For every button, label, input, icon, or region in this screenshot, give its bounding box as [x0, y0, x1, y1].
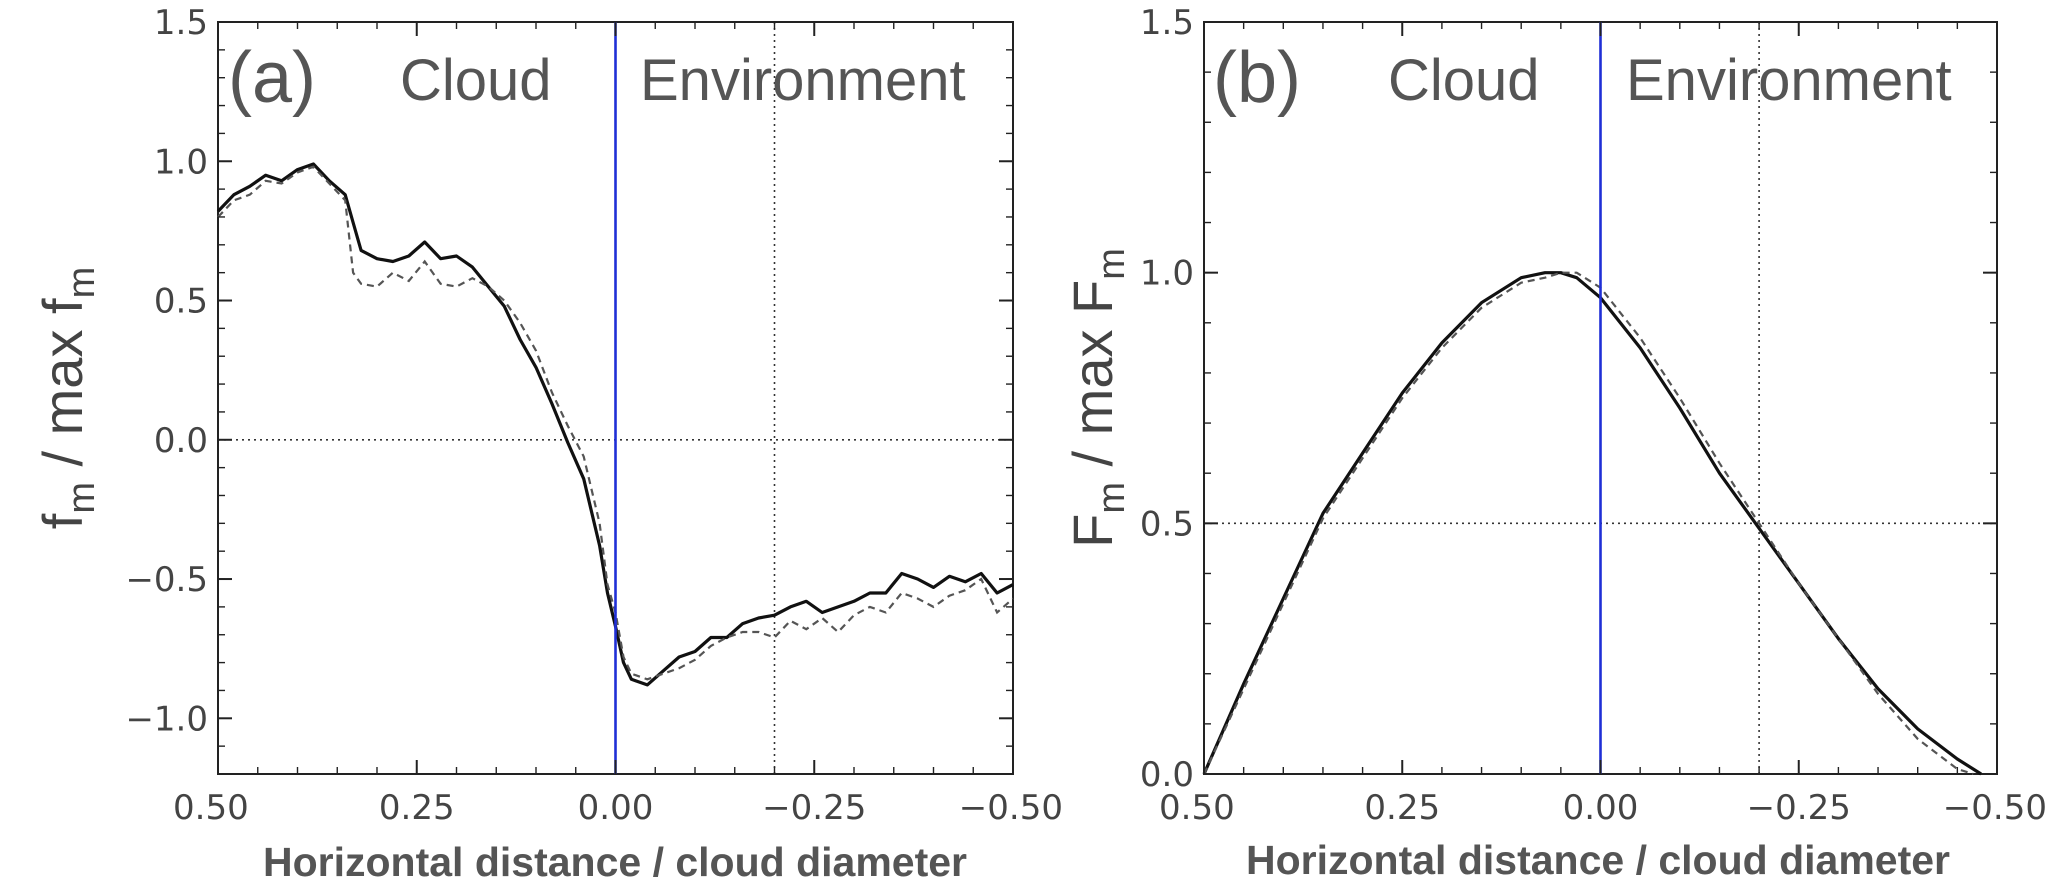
y-axis-label-a-mid: / max f — [31, 298, 94, 482]
y-tick-label-b: 0.5 — [1140, 504, 1194, 544]
series-line-solid-b — [1202, 271, 1982, 776]
region-label-cloud-b: Cloud — [1388, 48, 1540, 113]
plot-area-a: −1.0 −0.5 0.0 0.5 1.0 1.5 0.50 0.25 0.00 −0.25 −0.… — [125, 3, 1063, 828]
x-tick-label-a: 0.25 — [379, 788, 455, 828]
x-tick-label-b: 0.00 — [1563, 788, 1639, 828]
y-tick-label-a: 1.5 — [154, 3, 208, 43]
y-tick-label-b: 0.0 — [1140, 755, 1194, 795]
x-tick-label-b: 0.25 — [1364, 788, 1440, 828]
series-line-dashed-b — [1203, 271, 1974, 776]
x-tick-label-a: −0.50 — [959, 788, 1063, 828]
panel-a: −1.0 −0.5 0.0 0.5 1.0 1.5 0.50 0.25 0.00 −0.25 −0.… — [31, 3, 1063, 885]
y-tick-label-a: 0.5 — [154, 282, 208, 322]
x-axis-label-a: Horizontal distance / cloud diameter — [263, 839, 967, 885]
series-line-solid-a — [216, 162, 1014, 687]
panel-b: 0.0 0.5 1.0 1.5 0.50 0.25 0.00 −0.25 −0.50 (b) C… — [1061, 3, 2047, 883]
panel-label-b: (b) — [1213, 38, 1301, 118]
y-axis-label-a-main: f — [31, 513, 94, 529]
y-axis-label-b-sub2: m — [1091, 248, 1133, 280]
y-tick-label-a: −0.5 — [125, 560, 208, 600]
region-label-environment-b: Environment — [1626, 48, 1952, 113]
x-tick-label-a: 0.50 — [173, 788, 249, 828]
y-axis-label-b-sub: m — [1091, 482, 1133, 514]
y-axis-label-a-sub: m — [61, 482, 103, 514]
y-tick-label-a: −1.0 — [125, 699, 208, 739]
y-tick-label-a: 1.0 — [154, 142, 208, 182]
y-tick-label-a: 0.0 — [154, 421, 208, 461]
y-axis-label-a: fm / max fm — [31, 267, 103, 529]
y-tick-label-b: 1.0 — [1140, 254, 1194, 294]
region-label-environment-a: Environment — [640, 48, 966, 113]
y-axis-label-a-sub2: m — [61, 267, 103, 299]
x-axis-label-b: Horizontal distance / cloud diameter — [1246, 837, 1950, 883]
y-axis-label-b-mid: / max F — [1061, 280, 1124, 482]
series-line-dashed-a — [217, 165, 1014, 681]
x-tick-label-b: 0.50 — [1159, 788, 1235, 828]
x-tick-label-a: −0.25 — [762, 788, 866, 828]
y-tick-label-b: 1.5 — [1140, 3, 1194, 43]
region-label-cloud-a: Cloud — [400, 48, 552, 113]
x-tick-label-b: −0.25 — [1747, 788, 1851, 828]
panel-label-a: (a) — [228, 38, 316, 118]
x-tick-label-a: 0.00 — [578, 788, 654, 828]
y-axis-label-b-main: F — [1061, 514, 1124, 548]
y-axis-label-b: Fm / max Fm — [1061, 248, 1133, 548]
plot-area-b: 0.0 0.5 1.0 1.5 0.50 0.25 0.00 −0.25 −0.50 — [1140, 3, 2047, 828]
x-tick-label-b: −0.50 — [1943, 788, 2047, 828]
